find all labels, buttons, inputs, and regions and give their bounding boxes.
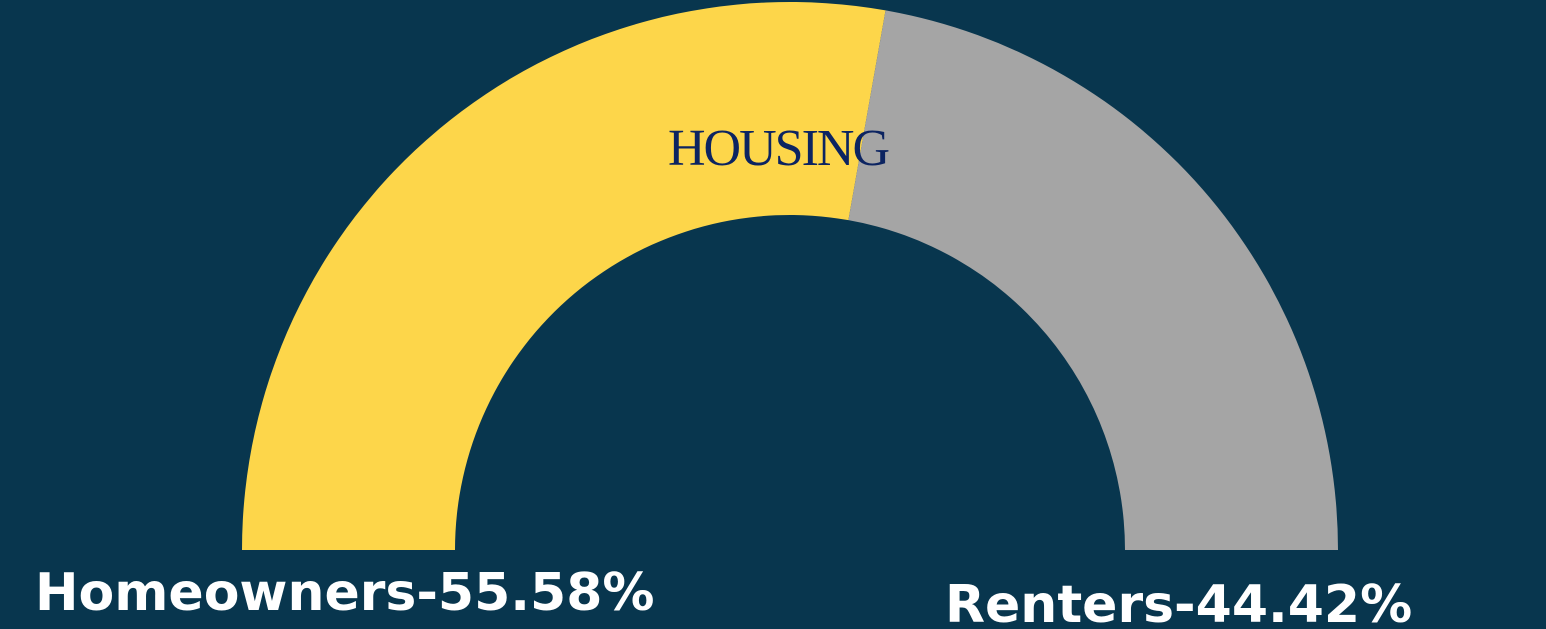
chart-title: HOUSING (668, 120, 888, 177)
value-label: Homeowners-55.58% (35, 563, 655, 623)
gauge (242, 1, 1338, 551)
gauge-segment (848, 10, 1338, 551)
value-label: Renters-44.42% (945, 575, 1412, 629)
gauge-segment (242, 1, 886, 550)
